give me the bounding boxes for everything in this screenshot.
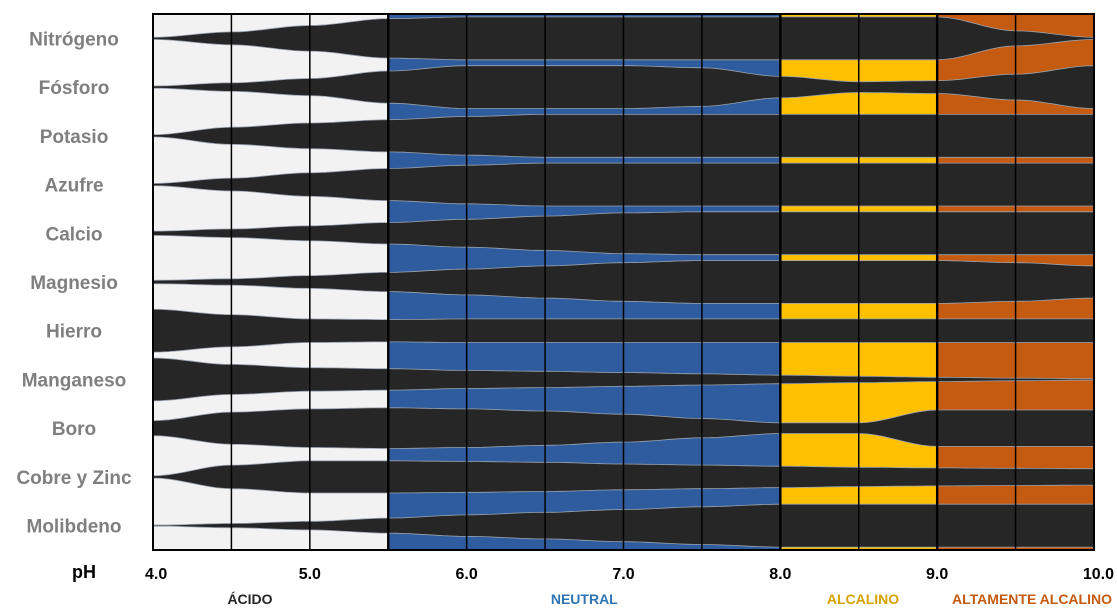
x-tick-label-6: 10.0 <box>1083 566 1114 583</box>
zone-labels: ÁCIDO NEUTRAL ALCALINO ALTAMENTE ALCALINO <box>227 591 1112 607</box>
zone-label-1: NEUTRAL <box>551 591 618 607</box>
nutrient-label-10: Molibdeno <box>27 517 122 538</box>
grid-lines <box>230 14 1017 550</box>
x-axis-label: pH <box>72 562 96 582</box>
nutrient-label-2: Potasio <box>40 127 109 148</box>
x-tick-label-2: 6.0 <box>456 566 478 583</box>
nutrient-label-3: Azufre <box>44 176 103 197</box>
nutrient-label-6: Hierro <box>46 322 102 343</box>
nutrient-label-1: Fósforo <box>39 78 110 99</box>
nutrient-labels: Nitrógeno Fósforo Potasio Azufre Calcio Magne… <box>16 29 132 537</box>
x-tick-label-5: 9.0 <box>926 566 948 583</box>
nutrient-label-7: Manganeso <box>22 370 127 391</box>
nutrient-label-4: Calcio <box>45 224 102 245</box>
x-tick-labels: 4.0 5.0 6.0 7.0 8.0 9.0 10.0 <box>145 566 1114 583</box>
plot-frame <box>152 13 1095 551</box>
nutrient-label-8: Boro <box>52 419 96 440</box>
x-tick-label-1: 5.0 <box>299 566 321 583</box>
nutrient-label-9: Cobre y Zinc <box>16 468 132 489</box>
x-tick-label-0: 4.0 <box>145 566 167 583</box>
zone-label-3: ALTAMENTE ALCALINO <box>952 591 1112 607</box>
x-tick-label-3: 7.0 <box>612 566 634 583</box>
zone-label-0: ÁCIDO <box>227 591 272 607</box>
zone-label-2: ALCALINO <box>827 591 899 607</box>
nutrient-label-0: Nitrógeno <box>29 29 119 50</box>
x-tick-label-4: 8.0 <box>769 566 791 583</box>
nutrient-label-5: Magnesio <box>30 273 118 294</box>
